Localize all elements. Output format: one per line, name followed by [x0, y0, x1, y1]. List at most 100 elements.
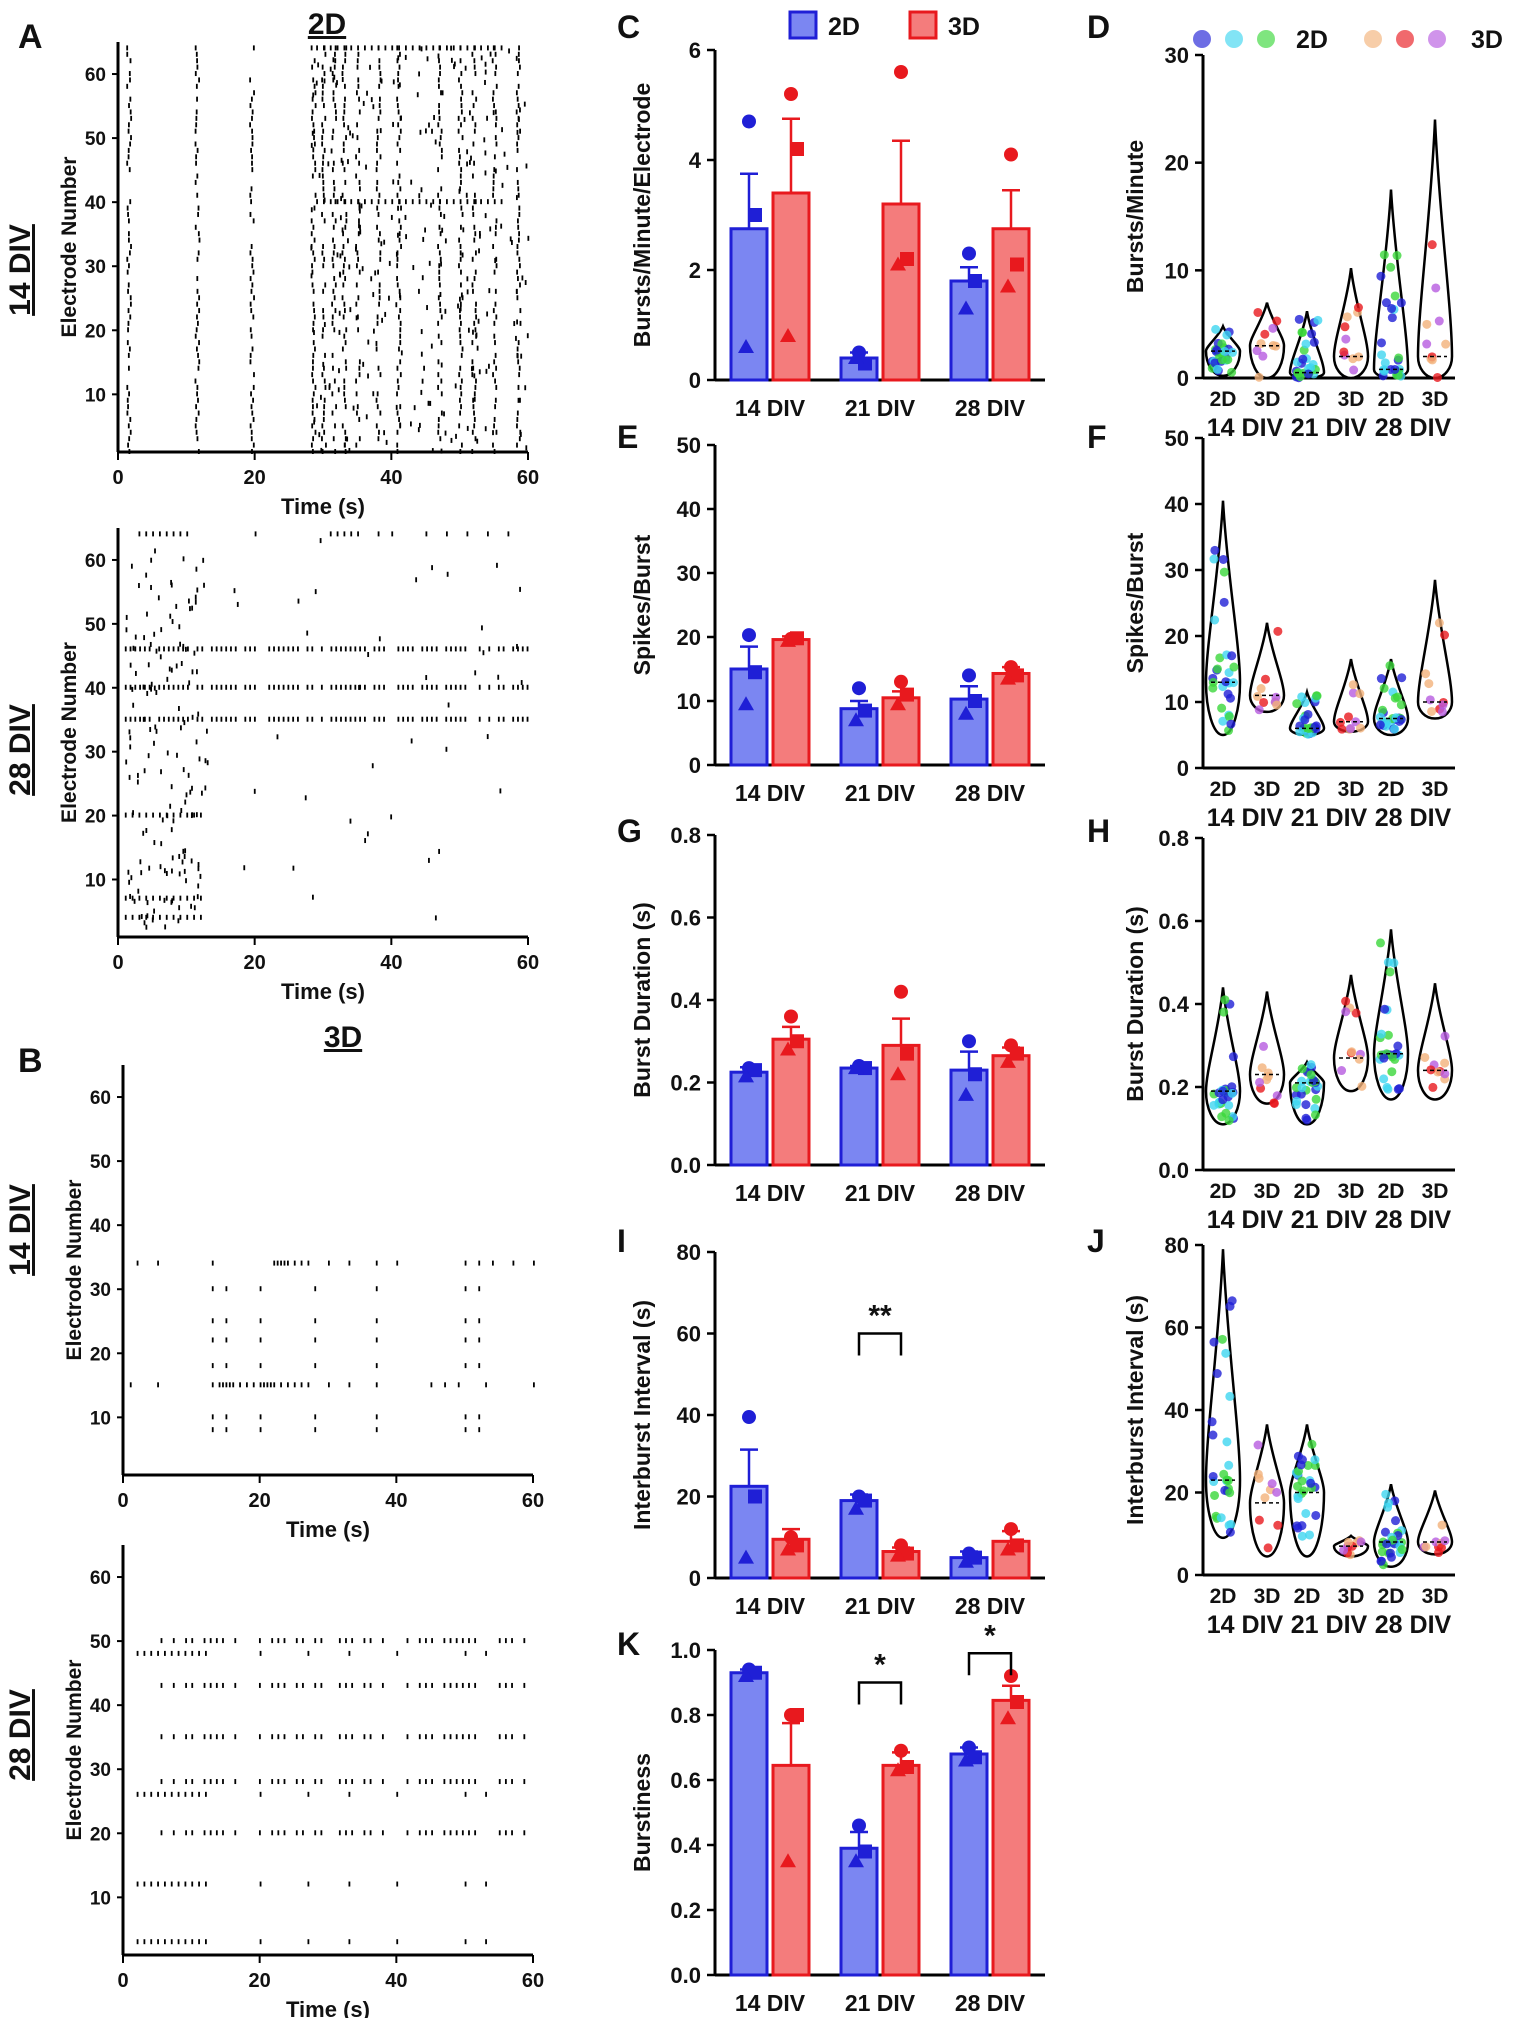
spike	[434, 915, 437, 921]
spike	[493, 167, 496, 173]
spike	[516, 643, 518, 649]
spike	[139, 684, 141, 690]
y-tick-label: 0.6	[670, 1768, 701, 1793]
spike	[324, 51, 327, 57]
spike	[185, 1638, 187, 1644]
data-point	[894, 984, 908, 999]
spike	[190, 903, 192, 909]
spike	[323, 71, 326, 77]
spike	[425, 1830, 427, 1836]
spike	[518, 263, 521, 269]
spike	[455, 1779, 458, 1785]
spike	[515, 55, 518, 61]
spike	[169, 613, 172, 619]
spike	[183, 854, 186, 860]
bar-3D-2	[991, 671, 1031, 767]
spike	[438, 109, 440, 115]
bar-2D-2	[949, 1068, 989, 1167]
spike	[292, 865, 295, 871]
spike	[370, 276, 373, 282]
spike	[375, 1414, 378, 1420]
spike	[196, 288, 199, 294]
spike	[191, 714, 194, 720]
spike	[341, 192, 344, 198]
spike	[345, 327, 348, 333]
violin-point	[1311, 1510, 1321, 1520]
spike	[222, 1638, 224, 1644]
spike	[399, 340, 402, 346]
spike	[268, 684, 271, 690]
spike	[205, 1791, 207, 1797]
legend-dot-2d	[1193, 30, 1211, 48]
spike	[517, 716, 519, 722]
spike	[314, 589, 317, 595]
spike	[253, 646, 256, 652]
spike	[340, 157, 343, 163]
violin-3D-2	[1416, 579, 1454, 720]
spike	[395, 302, 398, 308]
spike	[345, 135, 347, 141]
spike	[127, 128, 130, 134]
spike	[335, 109, 337, 115]
spike	[444, 238, 447, 244]
spike	[312, 352, 315, 358]
data-point	[742, 628, 756, 643]
spike	[391, 45, 394, 51]
spike	[191, 605, 194, 611]
spike	[503, 151, 506, 157]
spike	[336, 80, 338, 86]
bar-3D-1	[881, 1763, 921, 1977]
spike	[519, 107, 521, 113]
spike	[439, 231, 442, 237]
spike	[493, 333, 496, 339]
spike	[250, 404, 253, 410]
spike	[172, 716, 175, 722]
spike	[399, 327, 402, 333]
spike	[492, 179, 495, 185]
spike	[312, 250, 315, 256]
spike	[128, 250, 131, 256]
spike	[482, 650, 485, 656]
violin-point	[1396, 298, 1406, 308]
spike	[472, 365, 475, 371]
spike	[128, 879, 131, 885]
spike	[485, 1650, 487, 1656]
spike	[383, 716, 385, 722]
spike	[312, 378, 314, 384]
spike	[381, 1638, 384, 1644]
spike	[426, 716, 428, 722]
spike	[431, 1734, 433, 1740]
y-tick-label: 80	[677, 1240, 701, 1265]
violin-point	[1310, 1455, 1320, 1465]
spike	[372, 391, 375, 397]
spike	[518, 436, 521, 442]
violin-point	[1347, 1047, 1357, 1057]
spike	[464, 1939, 467, 1945]
spike	[487, 45, 489, 51]
spike	[348, 1791, 351, 1797]
spike	[159, 654, 162, 660]
spike	[201, 716, 204, 722]
spike	[478, 1318, 481, 1324]
spike	[161, 817, 164, 823]
spike	[492, 308, 495, 314]
violin-point	[1256, 339, 1266, 349]
spike	[328, 1382, 330, 1388]
spike	[249, 276, 252, 282]
spike	[269, 1382, 272, 1388]
spike	[520, 353, 523, 359]
violin-point	[1297, 1455, 1307, 1465]
spike	[478, 716, 481, 722]
spike	[464, 646, 467, 652]
spike	[399, 128, 402, 134]
spike	[155, 648, 158, 654]
spike	[218, 1382, 221, 1388]
spike	[147, 662, 150, 668]
spike	[473, 224, 476, 230]
spike	[191, 1682, 194, 1688]
spike	[419, 129, 422, 135]
spike	[249, 684, 251, 690]
spike	[343, 103, 346, 109]
y-axis-label: Burst Duration (s)	[629, 902, 655, 1098]
